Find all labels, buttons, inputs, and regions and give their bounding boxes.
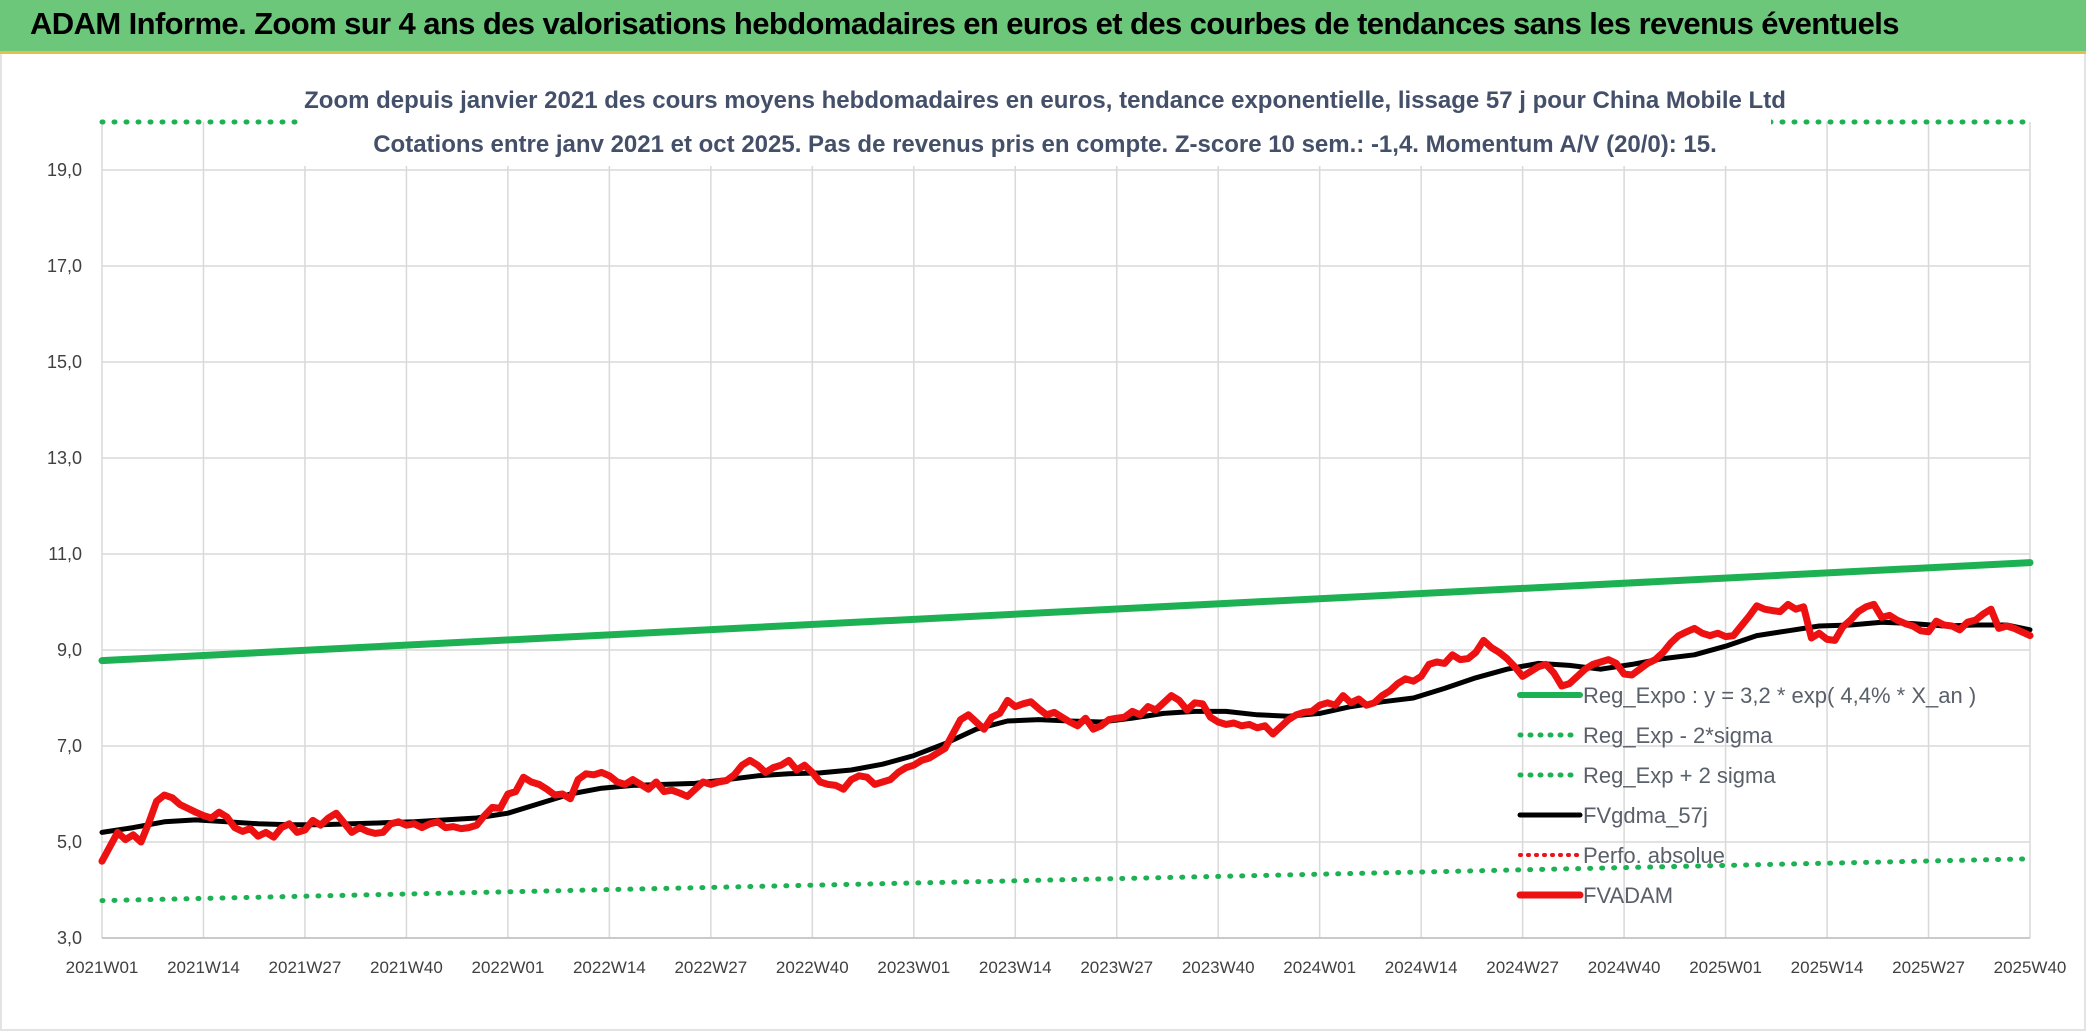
title-banner: ADAM Informe. Zoom sur 4 ans des valoris… (0, 0, 2086, 54)
y-tick-label: 17,0 (47, 256, 82, 276)
banner-title: ADAM Informe. Zoom sur 4 ans des valoris… (30, 6, 1900, 41)
x-tick-label: 2025W01 (1689, 958, 1762, 977)
x-tick-label: 2023W27 (1080, 958, 1153, 977)
x-tick-label: 2023W01 (877, 958, 950, 977)
series-trend-line (98, 559, 2034, 665)
subtitle-background (303, 76, 1771, 166)
series-lower-band (99, 856, 2033, 904)
y-tick-label: 13,0 (47, 448, 82, 468)
x-tick-label: 2023W40 (1182, 958, 1255, 977)
x-tick-label: 2021W01 (66, 958, 139, 977)
legend-label: Perfo. absolue (1583, 843, 1725, 868)
x-tick-label: 2024W14 (1385, 958, 1458, 977)
x-tick-label: 2021W27 (269, 958, 342, 977)
x-tick-label: 2021W40 (370, 958, 443, 977)
y-tick-label: 3,0 (57, 928, 82, 948)
x-tick-label: 2022W14 (573, 958, 646, 977)
legend-label: Reg_Exp + 2 sigma (1583, 763, 1776, 788)
y-tick-label: 5,0 (57, 832, 82, 852)
x-tick-label: 2022W27 (674, 958, 747, 977)
x-axis-ticks: 2021W01 2021W14 2021W27 2021W40 2022W01 2022W… (66, 958, 2067, 977)
x-tick-label: 2025W14 (1791, 958, 1864, 977)
y-tick-label: 19,0 (47, 160, 82, 180)
legend-label: FVADAM (1583, 883, 1673, 908)
x-tick-label: 2022W40 (776, 958, 849, 977)
legend: Reg_Expo : y = 3,2 * exp( 4,4% * X_an ) R… (1516, 683, 1976, 908)
x-tick-label: 2025W27 (1892, 958, 1965, 977)
x-tick-label: 2024W40 (1588, 958, 1661, 977)
y-tick-label: 11,0 (48, 544, 82, 564)
y-axis-ticks: 3,0 5,0 7,0 9,0 11,0 13,0 15,0 17,0 19,0 (47, 160, 82, 948)
y-tick-label: 9,0 (57, 640, 82, 660)
chart-title: Zoom depuis janvier 2021 des cours moyen… (304, 87, 1786, 114)
x-tick-label: 2023W14 (979, 958, 1052, 977)
y-tick-label: 15,0 (47, 352, 82, 372)
legend-label: Reg_Expo : y = 3,2 * exp( 4,4% * X_an ) (1583, 683, 1976, 708)
y-tick-label: 7,0 (57, 736, 82, 756)
legend-label: Reg_Exp - 2*sigma (1583, 723, 1773, 748)
grid (101, 122, 2031, 939)
x-tick-label: 2025W40 (1994, 958, 2067, 977)
legend-label: FVgdma_57j (1583, 803, 1708, 828)
x-tick-label: 2024W27 (1486, 958, 1559, 977)
chart-subtitle: Cotations entre janv 2021 et oct 2025. P… (373, 131, 1717, 158)
x-tick-label: 2022W01 (472, 958, 545, 977)
x-tick-label: 2021W14 (167, 958, 240, 977)
x-tick-label: 2024W01 (1283, 958, 1356, 977)
series-price-line (98, 600, 2034, 865)
